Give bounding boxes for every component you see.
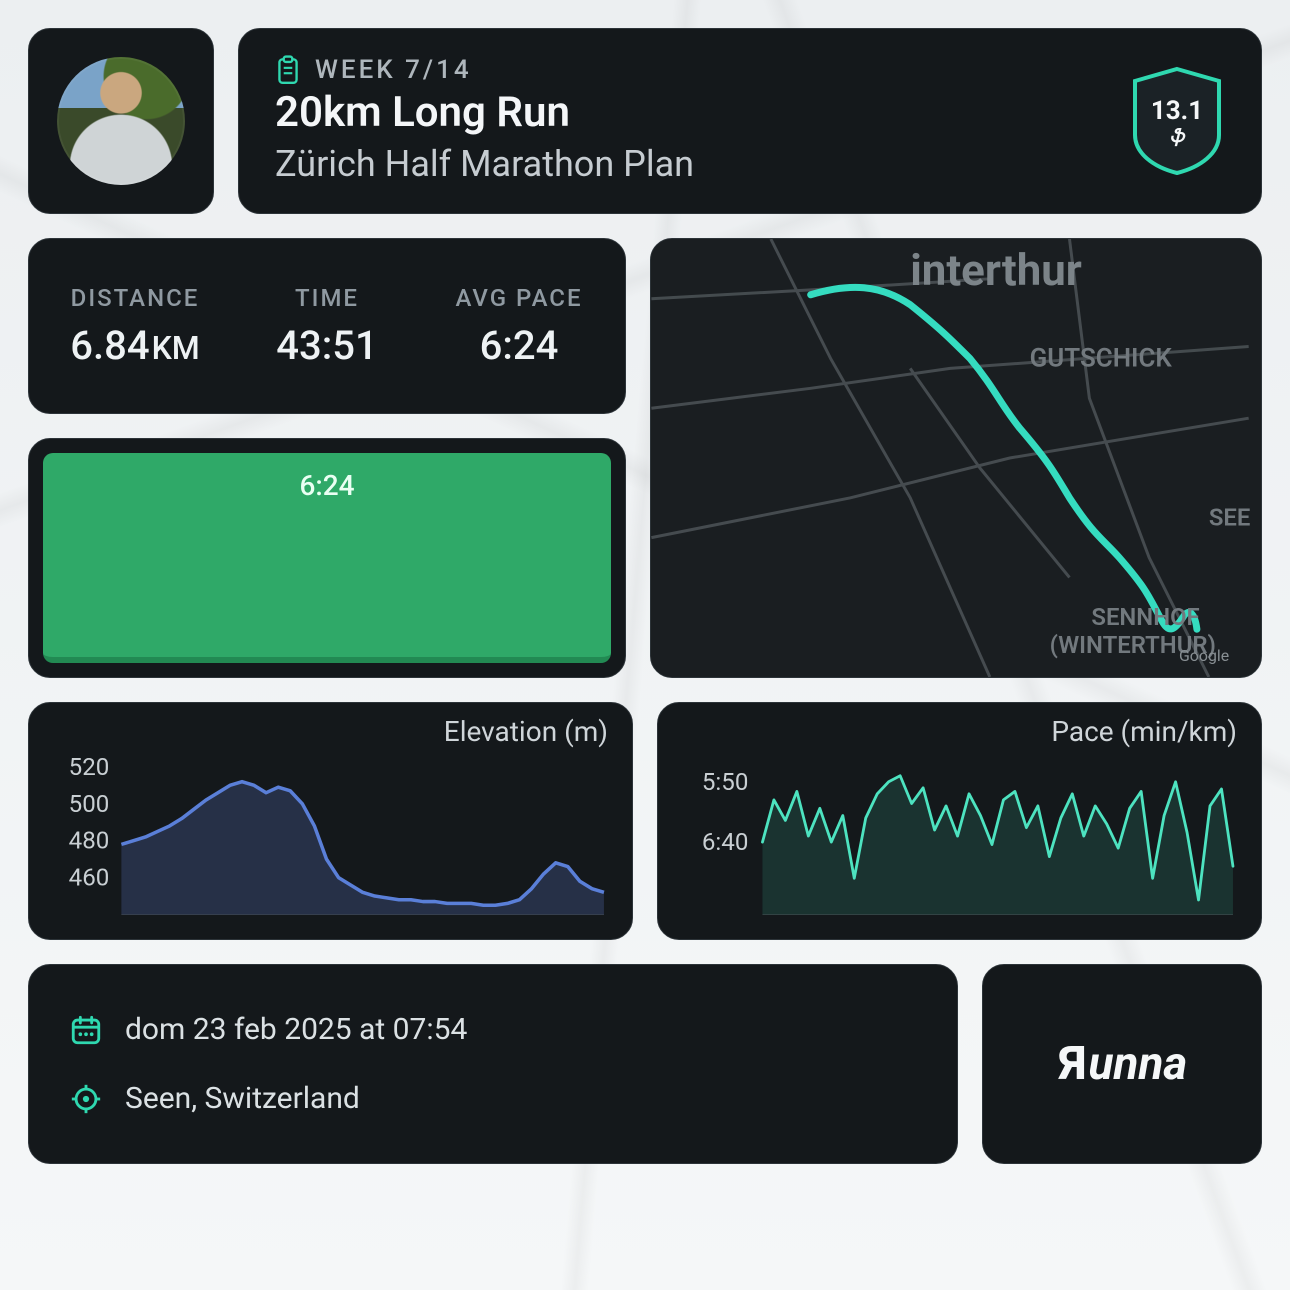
- time-value: 43:51: [231, 322, 423, 369]
- pace-value: 6:24: [423, 322, 615, 369]
- share-card: WEEK 7/14 20km Long Run Zürich Half Mara…: [0, 0, 1290, 1290]
- route-map-card: interthurGUTSCHICKSEESENNHOF(WINTERTHUR)…: [650, 238, 1262, 678]
- header-row: WEEK 7/14 20km Long Run Zürich Half Mara…: [28, 28, 1262, 214]
- distance-value: 6.84KM: [39, 322, 231, 369]
- elevation-chart: 520 500 480 460: [49, 717, 612, 929]
- pace-title: Pace (min/km): [1051, 715, 1237, 748]
- middle-row: DISTANCE 6.84KM TIME 43:51 AVG PACE 6:24…: [28, 238, 1262, 678]
- svg-text:520: 520: [69, 753, 110, 781]
- split-block: 6:24: [43, 453, 611, 663]
- avatar-card: [28, 28, 214, 214]
- pace-chart-card: Pace (min/km) 5:50 6:40: [657, 702, 1262, 940]
- pace-chart: 5:50 6:40: [678, 717, 1241, 929]
- title-text: WEEK 7/14 20km Long Run Zürich Half Mara…: [275, 55, 694, 186]
- distance-label: DISTANCE: [39, 284, 231, 312]
- elevation-chart-card: Elevation (m) 520 500 480 460: [28, 702, 633, 940]
- svg-text:480: 480: [69, 827, 110, 855]
- charts-row: Elevation (m) 520 500 480 460 Pace (min/km)…: [28, 702, 1262, 940]
- split-value: 6:24: [299, 469, 354, 657]
- avatar: [57, 57, 185, 185]
- footer-row: dom 23 feb 2025 at 07:54 Seen, Switzerla…: [28, 964, 1262, 1164]
- svg-text:Google: Google: [1179, 646, 1229, 665]
- splits-card: 6:24: [28, 438, 626, 678]
- badge-logo: ֆ: [1151, 126, 1203, 147]
- left-column: DISTANCE 6.84KM TIME 43:51 AVG PACE 6:24…: [28, 238, 626, 678]
- location-row: Seen, Switzerland: [69, 1081, 917, 1116]
- time-label: TIME: [231, 284, 423, 312]
- svg-text:SEE: SEE: [1209, 504, 1251, 532]
- calendar-icon: [69, 1013, 103, 1047]
- stats-card: DISTANCE 6.84KM TIME 43:51 AVG PACE 6:24: [28, 238, 626, 414]
- plan-title: Zürich Half Marathon Plan: [275, 142, 694, 187]
- stat-pace: AVG PACE 6:24: [423, 284, 615, 369]
- svg-text:5:50: 5:50: [702, 768, 749, 796]
- route-map: interthurGUTSCHICKSEESENNHOF(WINTERTHUR)…: [651, 239, 1261, 677]
- stat-time: TIME 43:51: [231, 284, 423, 369]
- svg-text:GUTSCHICK: GUTSCHICK: [1030, 343, 1173, 373]
- svg-text:500: 500: [69, 790, 110, 818]
- brand-card: Runna: [982, 964, 1262, 1164]
- pace-label: AVG PACE: [423, 284, 615, 312]
- week-label: WEEK 7/14: [315, 55, 472, 85]
- datetime-row: dom 23 feb 2025 at 07:54: [69, 1012, 917, 1047]
- clipboard-icon: [275, 55, 301, 85]
- location-text: Seen, Switzerland: [125, 1081, 360, 1116]
- meta-card: dom 23 feb 2025 at 07:54 Seen, Switzerla…: [28, 964, 958, 1164]
- plan-badge: 13.1 ֆ: [1129, 65, 1225, 177]
- svg-text:interthur: interthur: [910, 244, 1082, 296]
- location-icon: [69, 1082, 103, 1116]
- title-card: WEEK 7/14 20km Long Run Zürich Half Mara…: [238, 28, 1262, 214]
- run-title: 20km Long Run: [275, 89, 694, 137]
- week-row: WEEK 7/14: [275, 55, 694, 85]
- svg-text:SENNHOF: SENNHOF: [1091, 603, 1199, 631]
- elevation-title: Elevation (m): [444, 715, 608, 748]
- brand-logo: Runna: [1057, 1037, 1188, 1091]
- datetime-text: dom 23 feb 2025 at 07:54: [125, 1012, 467, 1047]
- stat-distance: DISTANCE 6.84KM: [39, 284, 231, 369]
- svg-text:6:40: 6:40: [702, 828, 749, 856]
- badge-number: 13.1: [1151, 96, 1203, 126]
- svg-text:460: 460: [69, 864, 110, 892]
